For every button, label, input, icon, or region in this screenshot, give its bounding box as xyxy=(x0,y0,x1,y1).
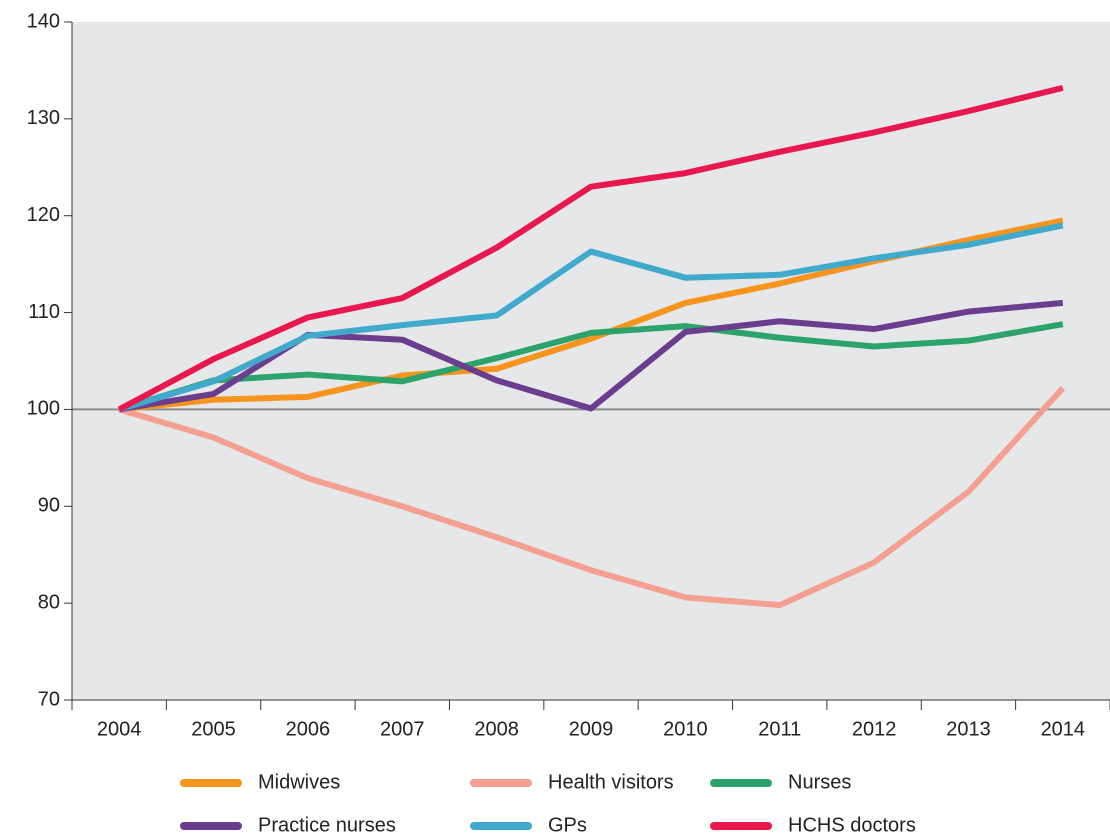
x-tick-label: 2010 xyxy=(663,718,708,740)
plot-background xyxy=(72,22,1110,700)
legend-label: GPs xyxy=(548,814,587,834)
y-tick-label: 70 xyxy=(38,688,60,710)
legend-label: Nurses xyxy=(788,771,851,793)
series-line xyxy=(118,321,1064,413)
y-tick-label: 130 xyxy=(27,107,60,129)
y-tick-label: 110 xyxy=(28,301,60,323)
y-tick-label: 140 xyxy=(27,10,60,32)
x-tick-label: 2007 xyxy=(380,718,425,740)
series-line xyxy=(118,386,1066,609)
legend-label: Health visitors xyxy=(548,771,674,793)
y-tick-label: 120 xyxy=(27,204,60,226)
x-tick-label: 2004 xyxy=(97,718,142,740)
legend-label: Midwives xyxy=(258,771,340,793)
x-tick-label: 2011 xyxy=(758,718,801,740)
y-tick-label: 90 xyxy=(38,495,60,517)
series-line xyxy=(117,84,1064,413)
series-line xyxy=(118,299,1064,413)
x-tick-label: 2013 xyxy=(946,718,991,740)
y-tick-label: 80 xyxy=(38,591,60,613)
x-tick-label: 2012 xyxy=(852,718,897,740)
x-tick-label: 2005 xyxy=(191,718,236,740)
x-tick-label: 2008 xyxy=(474,718,519,740)
y-tick-label: 100 xyxy=(27,398,60,420)
legend-label: Practice nurses xyxy=(258,814,396,834)
series-line xyxy=(118,222,1064,413)
x-tick-label: 2006 xyxy=(286,718,331,740)
x-tick-label: 2014 xyxy=(1041,718,1086,740)
legend-label: HCHS doctors xyxy=(788,814,916,834)
x-tick-label: 2009 xyxy=(569,718,614,740)
